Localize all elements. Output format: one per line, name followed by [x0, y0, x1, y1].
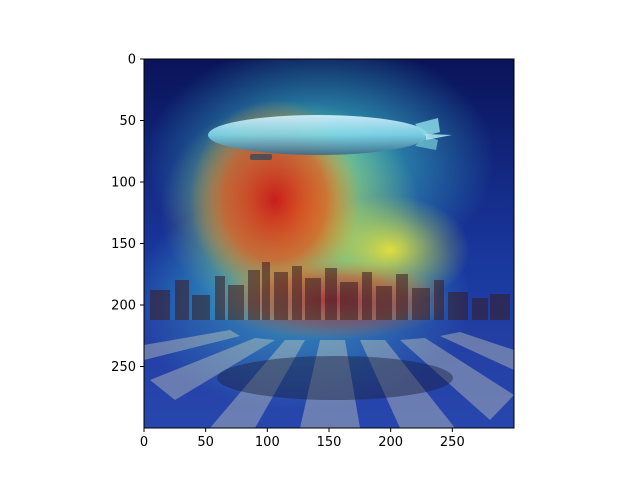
- y-tick-label: 250: [111, 360, 136, 375]
- x-tick-label: 250: [440, 435, 465, 450]
- x-tick-label: 150: [317, 435, 342, 450]
- y-tick-label: 200: [111, 299, 136, 314]
- x-tick-label: 0: [140, 435, 148, 450]
- x-tick-label: 100: [255, 435, 280, 450]
- x-tick-label: 50: [197, 435, 214, 450]
- x-axis: 0 50 100 150 200 250: [140, 428, 465, 450]
- y-tick-label: 50: [119, 114, 136, 129]
- y-tick-label: 0: [128, 53, 136, 68]
- y-axis: 0 50 100 150 200 250: [111, 53, 144, 375]
- y-tick-label: 150: [111, 237, 136, 252]
- x-tick-label: 200: [378, 435, 403, 450]
- city-skyline: [150, 262, 510, 320]
- heatmap-image: [144, 59, 514, 428]
- runway-stripes: [144, 330, 514, 428]
- airship: [208, 115, 452, 160]
- y-tick-label: 100: [111, 176, 136, 191]
- airship-shadow: [217, 356, 453, 400]
